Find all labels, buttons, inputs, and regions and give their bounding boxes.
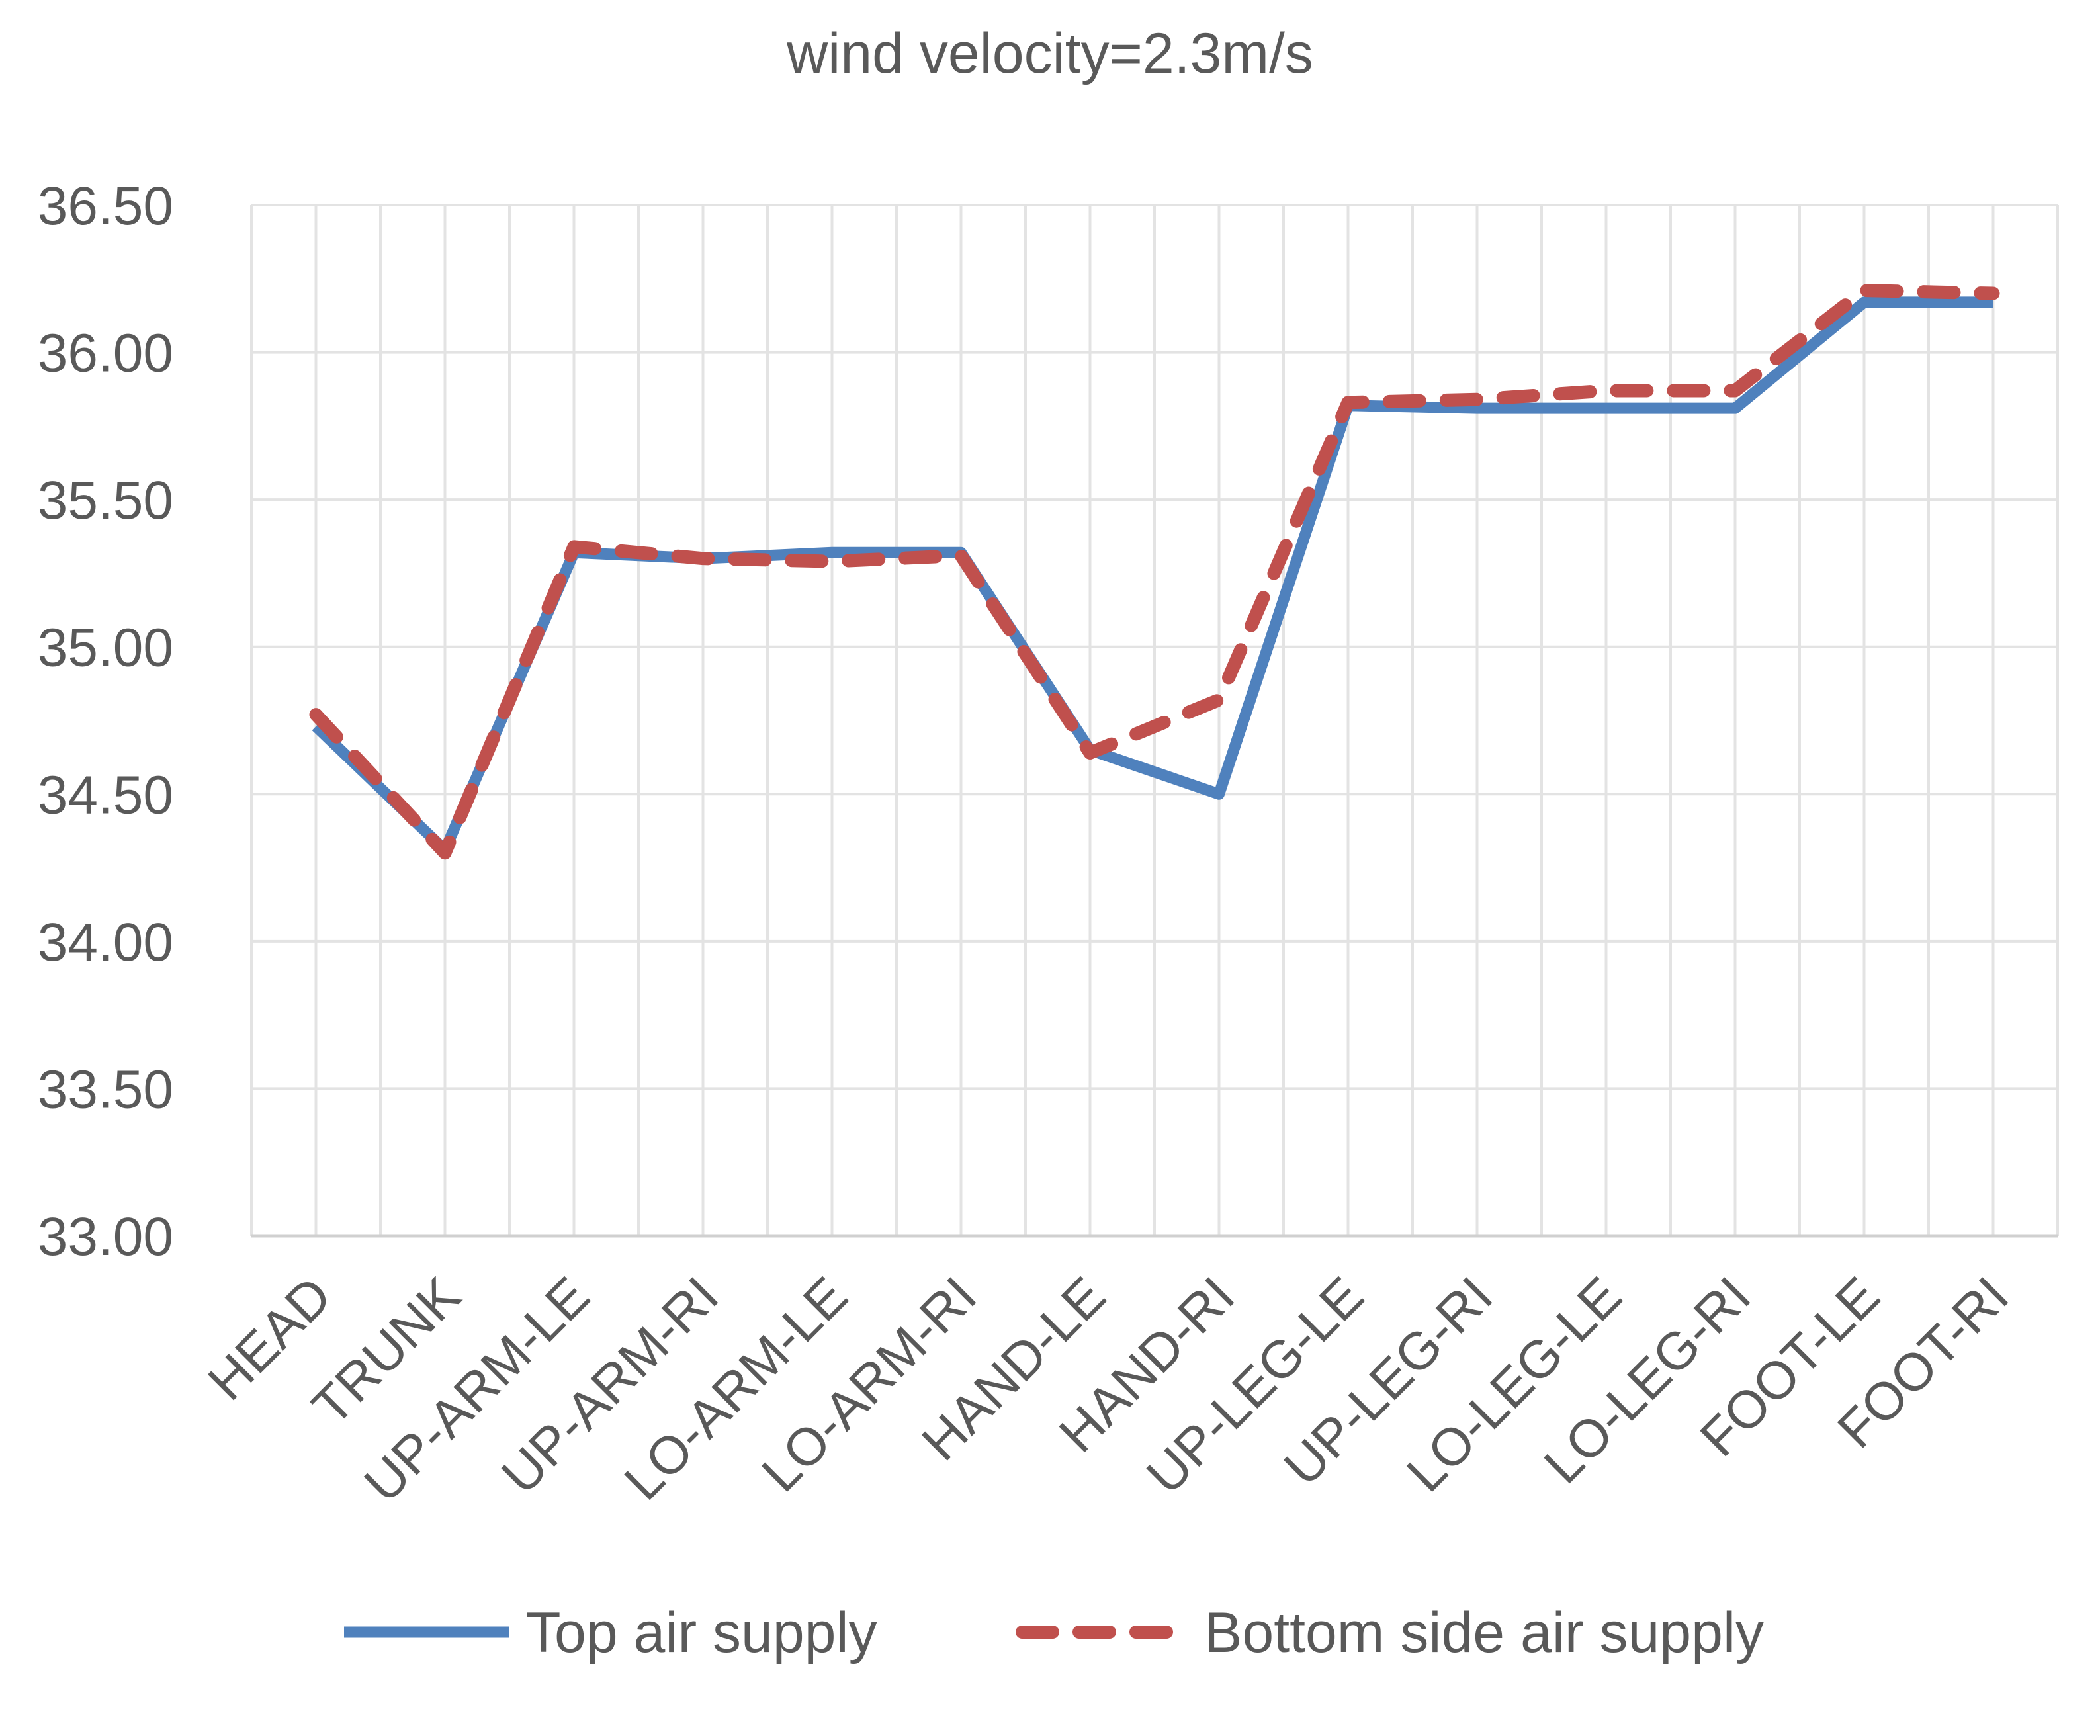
y-tick-label: 35.00 [38,618,173,678]
series-line-1 [309,284,2000,860]
y-tick-label: 34.50 [38,765,173,825]
y-tick-label: 36.50 [38,176,173,236]
y-tick-label: 34.00 [38,912,173,973]
y-tick-label: 36.00 [38,324,173,384]
y-tick-label: 33.50 [38,1059,173,1119]
chart-title: wind velocity=2.3m/s [786,22,1313,85]
grid-layer [250,204,2059,1238]
y-tick-label: 33.00 [38,1207,173,1267]
axis-layer: 33.00 33.50 34.00 34.50 35.00 35.50 36.00 36.50… [38,176,2020,1513]
series-layer [309,284,2000,860]
legend: Top air supply Bottom side air supply [344,1601,1764,1665]
y-tick-label: 35.50 [38,470,173,531]
legend-label: Bottom side air supply [1204,1601,1764,1665]
legend-label: Top air supply [526,1601,877,1665]
x-tick-label: LO-ARM-LE [613,1266,859,1511]
